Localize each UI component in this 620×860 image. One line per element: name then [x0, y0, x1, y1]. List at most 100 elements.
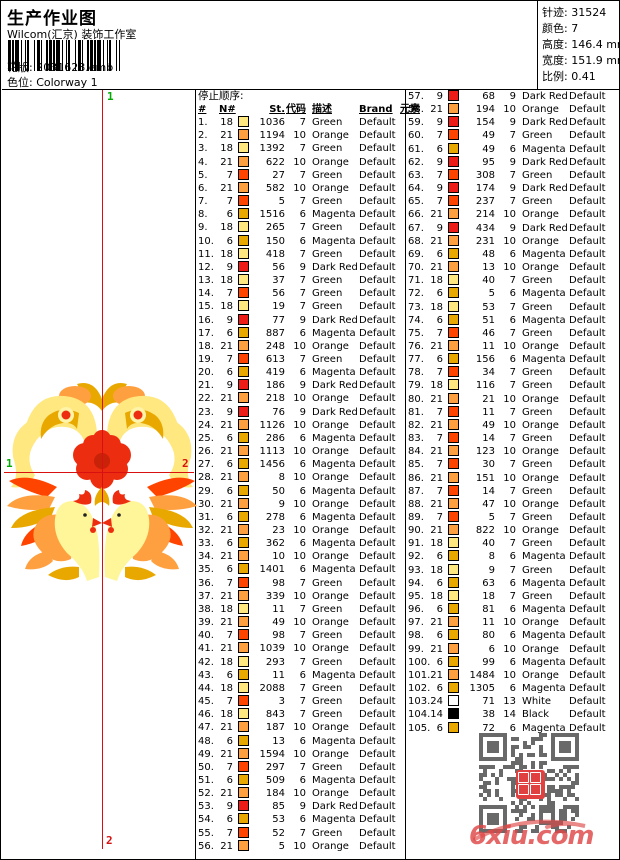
row-needle: 6 [226, 327, 233, 339]
row-needle: 6 [436, 551, 443, 563]
row-stitches: 11 [482, 617, 495, 629]
row-description: Green [522, 196, 553, 208]
row-code: 9 [299, 801, 306, 813]
row-stitches: 5 [278, 840, 285, 852]
thread-color-swatch [235, 129, 252, 143]
row-brand: Default [359, 696, 396, 708]
thread-color-swatch [235, 550, 252, 564]
row-code: 10 [503, 643, 516, 655]
row-brand: Default [359, 669, 396, 681]
row-seq: 43. [198, 669, 214, 681]
row-description: Magenta [312, 538, 356, 550]
row-stitches: 52 [272, 827, 285, 839]
row-code: 10 [293, 182, 306, 194]
thread-color-swatch [235, 616, 252, 630]
row-seq: 41. [198, 643, 214, 655]
row-stitches: 1392 [259, 143, 285, 155]
row-stitches: 30 [482, 459, 495, 471]
row-seq: 101. [408, 669, 431, 681]
row-code: 9 [509, 222, 516, 234]
row-stitches: 1401 [259, 564, 285, 576]
thread-color-swatch [235, 826, 252, 841]
row-brand: Default [359, 801, 396, 813]
row-description: Green [522, 406, 553, 418]
barcode-icon [8, 40, 120, 71]
row-seq: 87. [408, 485, 424, 497]
row-brand: Default [359, 525, 396, 536]
row-stitches: 77 [272, 314, 285, 326]
stop-row: 58. 21 194 10 Orange Default [408, 103, 619, 116]
thread-color-swatch [445, 274, 462, 288]
stop-row: 32. 21 23 10 Orange Default [198, 524, 404, 537]
stop-row: 105. 6 72 6 Magenta Default [408, 721, 619, 735]
stop-sequence-title: 停止顺序: [198, 90, 244, 102]
thread-color-swatch [445, 708, 462, 722]
stop-row: 71. 18 40 7 Green Default [408, 274, 619, 287]
watermark-swoosh-icon [473, 819, 586, 841]
row-seq: 69. [408, 248, 424, 260]
row-brand: Default [569, 183, 606, 195]
row-stitches: 49 [272, 617, 285, 629]
row-stitches: 13 [272, 735, 285, 747]
thread-color-swatch [235, 681, 252, 696]
row-code: 7 [509, 433, 516, 445]
row-code: 10 [503, 525, 516, 537]
row-seq: 33. [198, 538, 214, 550]
stop-row: 24. 21 1126 10 Orange Default [198, 418, 404, 432]
row-code: 7 [509, 459, 516, 471]
row-needle: 21 [220, 182, 233, 194]
row-description: Magenta [312, 564, 356, 576]
row-code: 6 [299, 485, 306, 497]
row-brand: Default [569, 643, 606, 655]
row-description: Green [312, 603, 343, 615]
row-brand: Default [569, 393, 606, 405]
row-seq: 84. [408, 446, 424, 458]
row-code: 6 [299, 367, 306, 379]
row-description: Magenta [522, 722, 566, 734]
row-seq: 82. [408, 419, 424, 431]
row-needle: 21 [220, 156, 233, 168]
row-description: Magenta [312, 367, 356, 379]
row-stitches: 53 [482, 301, 495, 313]
row-brand: Default [569, 169, 606, 181]
row-needle: 7 [226, 761, 233, 773]
row-seq: 79. [408, 380, 424, 392]
row-code: 7 [509, 380, 516, 392]
row-description: Orange [522, 419, 559, 431]
colorway-label: 色位: [7, 76, 33, 89]
thread-color-swatch [445, 392, 462, 407]
row-needle: 21 [430, 498, 443, 510]
thread-color-swatch [235, 537, 252, 551]
row-needle: 21 [220, 590, 233, 602]
thread-color-swatch [445, 234, 462, 249]
row-brand: Default [569, 525, 606, 537]
row-description: Green [312, 117, 343, 129]
row-brand: Default [359, 182, 396, 194]
row-description: Magenta [312, 432, 356, 444]
row-code: 10 [293, 393, 306, 405]
row-code: 10 [293, 748, 306, 760]
row-stitches: 286 [265, 432, 285, 444]
row-stitches: 248 [265, 340, 285, 352]
colorway: 色位: Colorway 1 [7, 74, 98, 90]
row-seq: 9. [198, 222, 208, 234]
thread-color-swatch [445, 511, 462, 525]
col-code: 代码 [286, 104, 306, 115]
thread-color-swatch [445, 629, 462, 643]
stop-row: 30. 21 9 10 Orange Default [198, 497, 404, 511]
row-brand: Default [359, 169, 396, 181]
stop-row: 89. 7 5 7 Green Default [408, 511, 619, 524]
row-code: 6 [299, 814, 306, 826]
marker-left: 1 [6, 457, 13, 470]
row-description: Green [312, 709, 343, 721]
thread-color-swatch [445, 432, 462, 446]
row-brand: Default [359, 827, 396, 839]
row-description: Orange [312, 472, 349, 484]
row-stitches: 48 [482, 248, 495, 260]
row-code: 7 [509, 275, 516, 287]
row-seq: 21. [198, 380, 214, 392]
row-description: Green [522, 327, 553, 339]
row-seq: 78. [408, 367, 424, 379]
thread-color-swatch [235, 326, 252, 341]
stop-row: 19. 7 613 7 Green Default [198, 352, 404, 366]
